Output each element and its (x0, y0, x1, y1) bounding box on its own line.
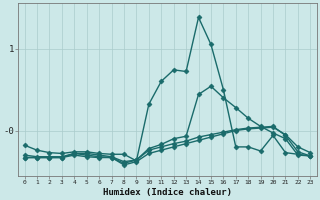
X-axis label: Humidex (Indice chaleur): Humidex (Indice chaleur) (103, 188, 232, 197)
